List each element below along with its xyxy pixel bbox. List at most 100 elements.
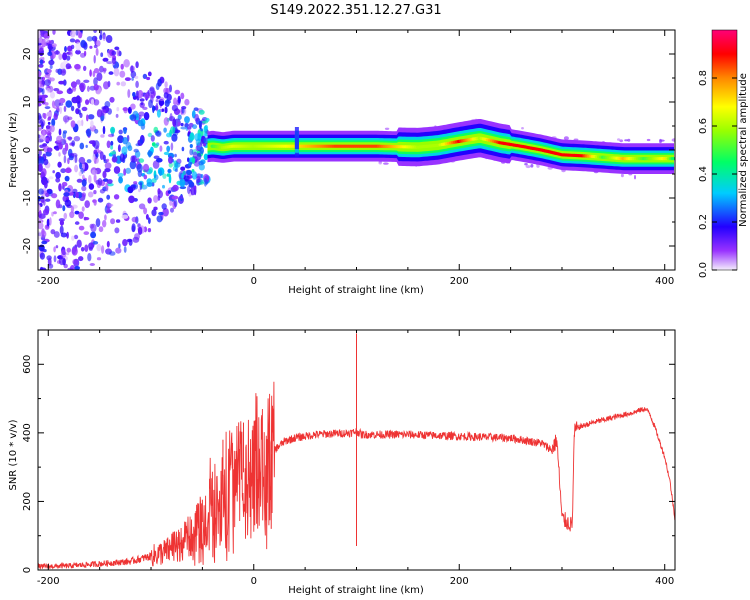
spectrogram-noise-blob bbox=[134, 75, 139, 79]
spectrogram-noise-blob bbox=[39, 252, 46, 260]
spectrogram-noise-blob bbox=[116, 107, 120, 112]
y-tick-label: 0 bbox=[22, 147, 33, 153]
spectrogram-noise-blob bbox=[38, 45, 44, 52]
spectrogram-noise-blob bbox=[70, 105, 75, 112]
colorbar-tick-label: 0.2 bbox=[698, 214, 709, 230]
spectrogram-noise-blob bbox=[620, 173, 624, 178]
spectrogram-noise-blob bbox=[106, 194, 111, 200]
spectrogram-noise-blob bbox=[164, 106, 168, 114]
spectrogram-noise-blob bbox=[113, 166, 121, 174]
spectrogram-noise-blob bbox=[75, 30, 79, 36]
spectrogram-noise-blob bbox=[198, 181, 205, 185]
spectrogram-noise-blob bbox=[203, 133, 208, 137]
spectrogram-noise-blob bbox=[138, 111, 145, 117]
spectrogram-noise-blob bbox=[167, 168, 172, 174]
spectrogram-noise-blob bbox=[170, 126, 176, 134]
spectrogram-noise-blob bbox=[92, 241, 99, 245]
snr-axes: -200 0 200 400 0 200 400 600 bbox=[22, 329, 675, 587]
spectrogram-noise-blob bbox=[146, 182, 153, 187]
spectrogram-noise-blob bbox=[74, 266, 80, 270]
spectrogram-noise-blob bbox=[180, 92, 185, 100]
spectrogram-noise-blob bbox=[53, 113, 58, 121]
spectrogram-noise-blob bbox=[93, 84, 99, 91]
spectrogram-noise-blob bbox=[166, 145, 171, 152]
spectrogram-noise-blob bbox=[127, 89, 131, 98]
spectrogram-noise-blob bbox=[97, 197, 104, 203]
spectrogram-noise-blob bbox=[119, 153, 125, 163]
spectrogram-noise-blob bbox=[67, 45, 73, 52]
spectrogram-noise-blob bbox=[153, 143, 159, 148]
spectrogram-noise-blob bbox=[147, 150, 153, 157]
spectrogram-data bbox=[38, 30, 675, 270]
spectrogram-noise-blob bbox=[123, 246, 127, 253]
spectrogram-noise-blob bbox=[521, 127, 524, 130]
spectrogram-noise-blob bbox=[86, 159, 92, 164]
spectrogram-noise-blob bbox=[102, 57, 109, 62]
spectrogram-noise-blob bbox=[168, 156, 173, 164]
spectrogram-noise-blob bbox=[78, 256, 84, 262]
spectrogram-noise-blob bbox=[49, 217, 52, 226]
spectrogram-noise-blob bbox=[104, 101, 111, 108]
spectrogram-noise-blob bbox=[99, 151, 104, 161]
spectrogram-noise-blob bbox=[76, 120, 82, 127]
spectrogram-noise-blob bbox=[46, 111, 52, 117]
spectrogram-noise-blob bbox=[52, 170, 55, 174]
spectrogram-noise-blob bbox=[88, 174, 92, 184]
spectrogram-noise-blob bbox=[106, 179, 113, 184]
spectrogram-noise-blob bbox=[143, 207, 148, 215]
spectrogram-noise-blob bbox=[58, 143, 63, 150]
spectrogram-noise-blob bbox=[139, 182, 143, 190]
x-tick-label: 400 bbox=[655, 576, 674, 587]
spectrogram-noise-blob bbox=[164, 99, 170, 107]
spectrogram-noise-blob bbox=[38, 163, 43, 172]
spectrogram-noise-blob bbox=[41, 240, 48, 245]
spectrogram-noise-blob bbox=[200, 141, 203, 145]
spectrogram-noise-blob bbox=[143, 93, 149, 100]
spectrogram-noise-blob bbox=[148, 217, 151, 224]
spectrogram-noise-blob bbox=[74, 154, 78, 164]
spectrogram-noise-blob bbox=[147, 132, 153, 138]
spectrogram-noise-blob bbox=[86, 36, 93, 42]
spectrogram-noise-blob bbox=[43, 180, 48, 189]
spectrogram-noise-blob bbox=[130, 155, 135, 163]
spectrogram-noise-blob bbox=[47, 132, 52, 140]
spectrogram-noise-blob bbox=[174, 162, 181, 168]
spectrogram-noise-blob bbox=[173, 129, 181, 134]
spectrogram-noise-blob bbox=[196, 152, 202, 161]
spectrogram-noise-blob bbox=[106, 140, 111, 149]
spectrogram-noise-blob bbox=[186, 169, 193, 176]
spectrogram-noise-blob bbox=[90, 120, 94, 128]
spectrogram-noise-blob bbox=[93, 44, 98, 49]
spectrogram-noise-blob bbox=[187, 126, 192, 130]
spectrogram-noise-blob bbox=[69, 38, 76, 43]
spectrogram-ylabel: Frequency (Hz) bbox=[8, 112, 19, 188]
spectrogram-noise-blob bbox=[51, 43, 57, 48]
snr-xlabel: Height of straight line (km) bbox=[288, 585, 424, 596]
x-tick-label: 0 bbox=[251, 276, 257, 287]
spectrogram-noise-blob bbox=[85, 144, 88, 148]
spectrogram-noise-blob bbox=[40, 267, 47, 270]
spectrogram-noise-blob bbox=[168, 162, 173, 168]
spectrogram-noise-blob bbox=[38, 34, 43, 44]
spectrogram-noise-blob bbox=[139, 138, 143, 145]
spectrogram-noise-blob bbox=[79, 162, 83, 170]
spectrogram-noise-blob bbox=[79, 142, 85, 150]
spectrogram-streak bbox=[294, 127, 299, 149]
colorbar-tick-label: 0.8 bbox=[698, 70, 709, 86]
spectrogram-noise-blob bbox=[178, 97, 181, 104]
spectrogram-noise-blob bbox=[69, 211, 75, 219]
spectrogram-noise-blob bbox=[78, 156, 86, 165]
spectrogram-noise-blob bbox=[97, 178, 103, 186]
spectrogram-noise-blob bbox=[646, 138, 651, 142]
spectrogram-ridge-core bbox=[670, 157, 675, 161]
spectrogram-noise-blob bbox=[80, 247, 85, 252]
spectrogram-noise-blob bbox=[170, 207, 174, 213]
spectrogram-noise-blob bbox=[38, 77, 42, 85]
spectrogram-noise-blob bbox=[106, 158, 110, 162]
spectrogram-noise-blob bbox=[50, 124, 55, 133]
spectrogram-noise-blob bbox=[58, 183, 62, 192]
spectrogram-noise-blob bbox=[74, 210, 80, 215]
spectrogram-noise-blob bbox=[105, 35, 113, 43]
spectrogram-noise-blob bbox=[187, 157, 190, 162]
spectrogram-noise-blob bbox=[47, 116, 52, 121]
